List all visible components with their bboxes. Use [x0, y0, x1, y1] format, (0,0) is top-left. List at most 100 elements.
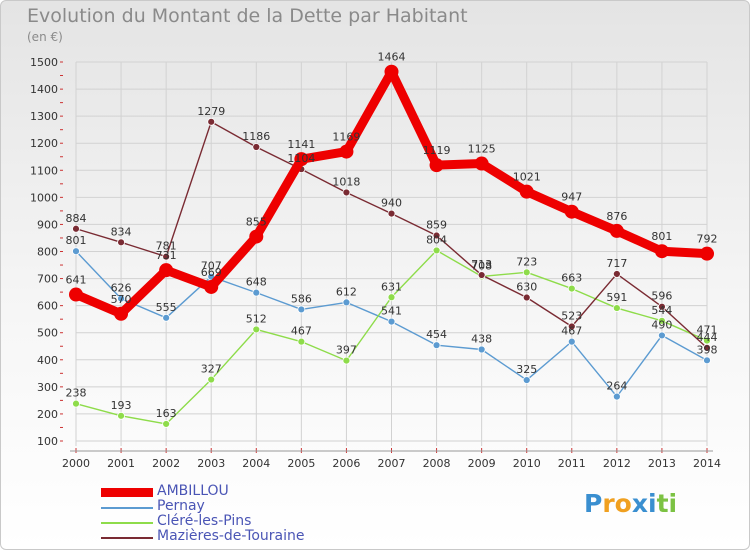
- data-point: [162, 252, 171, 261]
- data-label: 648: [246, 276, 267, 289]
- data-point: [72, 399, 80, 408]
- x-tick-label: 2014: [693, 457, 721, 470]
- logo-letter: i: [648, 489, 657, 518]
- data-point: [612, 304, 621, 312]
- data-point: [252, 325, 261, 334]
- legend-label: Cléré-les-Pins: [157, 513, 252, 529]
- x-tick-label: 2007: [378, 457, 406, 470]
- legend-swatch: [101, 522, 153, 524]
- data-label: 731: [156, 249, 177, 262]
- data-point: [72, 247, 80, 256]
- x-tick-label: 2003: [197, 457, 225, 470]
- data-label: 641: [66, 274, 87, 287]
- data-label: 591: [606, 291, 627, 304]
- data-label: 570: [111, 293, 132, 306]
- x-tick-label: 2000: [62, 457, 90, 470]
- x-tick-label: 2005: [287, 457, 315, 470]
- data-label: 713: [471, 258, 492, 271]
- x-tick-label: 2008: [423, 457, 451, 470]
- data-point: [432, 246, 441, 255]
- data-point: [612, 270, 621, 278]
- data-label: 327: [201, 363, 222, 376]
- x-tick-label: 2011: [558, 457, 586, 470]
- data-point: [522, 376, 531, 384]
- data-label: 163: [156, 407, 177, 420]
- data-label: 801: [66, 234, 87, 247]
- data-point: [387, 209, 396, 218]
- data-label: 612: [336, 285, 357, 298]
- data-point: [252, 288, 261, 297]
- axis-layer: 100 200 300 400 500 600 700 800 900 1000 1100 1200 1…: [30, 56, 721, 470]
- data-label: 490: [651, 318, 672, 331]
- data-label: 471: [697, 324, 718, 337]
- data-label: 467: [561, 325, 582, 338]
- data-point: [429, 158, 444, 173]
- x-tick-label: 2006: [332, 457, 360, 470]
- data-label: 586: [291, 292, 312, 305]
- data-label: 707: [201, 260, 222, 273]
- data-label: 631: [381, 280, 402, 293]
- data-point: [162, 313, 171, 322]
- data-point: [519, 184, 534, 199]
- data-label: 238: [66, 387, 87, 400]
- data-point: [564, 204, 579, 219]
- data-label: 940: [381, 197, 402, 210]
- data-label: 708: [471, 259, 492, 272]
- data-label: 1125: [468, 143, 496, 156]
- data-label: 1141: [287, 138, 315, 151]
- y-tick-label: 1500: [30, 56, 58, 69]
- data-point: [654, 244, 669, 259]
- data-label: 781: [156, 240, 177, 253]
- y-tick-label: 900: [37, 218, 58, 231]
- data-point: [252, 143, 261, 151]
- logo-letter: P: [584, 489, 603, 518]
- data-label: 947: [561, 191, 582, 204]
- data-point: [117, 411, 125, 420]
- data-point: [432, 341, 441, 350]
- data-label: 669: [201, 266, 222, 279]
- legend-label: AMBILLOU: [157, 483, 229, 499]
- data-label: 859: [426, 219, 447, 232]
- x-tick-label: 2009: [468, 457, 496, 470]
- data-point: [658, 331, 666, 340]
- data-label: 1021: [513, 171, 541, 184]
- data-point: [384, 64, 399, 79]
- chart-title: Evolution du Montant de la Dette par Hab…: [27, 5, 468, 27]
- data-point: [477, 271, 486, 279]
- data-point: [342, 356, 351, 365]
- data-point: [700, 246, 714, 261]
- y-tick-label: 400: [37, 354, 58, 367]
- y-tick-label: 100: [37, 435, 58, 448]
- data-label: 264: [606, 380, 627, 393]
- data-label: 596: [651, 290, 672, 303]
- data-label: 467: [291, 325, 312, 338]
- data-label: 444: [697, 331, 718, 344]
- data-label: 626: [111, 282, 132, 295]
- x-tick-label: 2012: [603, 457, 631, 470]
- y-tick-label: 1200: [30, 137, 58, 150]
- logo-letter: o: [614, 489, 632, 518]
- data-point: [567, 284, 576, 293]
- data-label: 1464: [378, 51, 406, 64]
- data-point: [387, 293, 396, 302]
- data-label: 544: [651, 304, 672, 317]
- grid-layer: [75, 61, 708, 446]
- logo-letter: t: [656, 489, 669, 518]
- data-label: 834: [111, 225, 132, 238]
- y-tick-label: 800: [37, 246, 58, 259]
- data-point: [297, 337, 306, 346]
- x-tick-label: 2001: [107, 457, 135, 470]
- y-tick-label: 600: [37, 300, 58, 313]
- data-label: 717: [606, 257, 627, 270]
- data-label: 1119: [423, 144, 451, 157]
- legend-label: Mazières-de-Touraine: [157, 528, 305, 544]
- data-label: 663: [561, 272, 582, 285]
- data-point: [567, 337, 576, 346]
- data-point: [703, 356, 711, 365]
- data-point: [609, 223, 624, 238]
- x-tick-label: 2004: [242, 457, 270, 470]
- y-tick-label: 1300: [30, 110, 58, 123]
- y-tick-label: 500: [37, 327, 58, 340]
- x-tick-label: 2013: [648, 457, 676, 470]
